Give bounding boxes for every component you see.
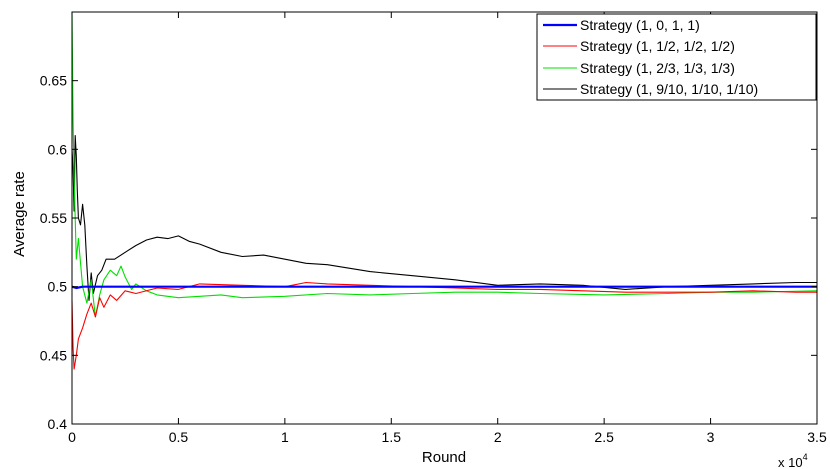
legend-entry: Strategy (1, 2/3, 1/3, 1/3) [543,60,735,76]
legend-entry: Strategy (1, 1/2, 1/2, 1/2) [543,38,735,54]
x-axis-multiplier: x 104 [778,452,808,469]
series-line [71,285,817,290]
x-tick-label: 0 [68,429,76,445]
y-tick-label: 0.6 [48,141,68,157]
legend-label: Strategy (1, 0, 1, 1) [580,17,700,33]
legend: Strategy (1, 0, 1, 1) Strategy (1, 1/2, … [536,13,817,101]
y-tick-label: 0.45 [40,347,67,363]
y-tick-label: 0.55 [40,210,67,226]
legend-entry: Strategy (1, 0, 1, 1) [543,17,700,33]
x-tick-label: 2 [494,429,502,445]
x-tick-label: 2.5 [594,429,614,445]
axis-ticks: 0 0.5 1 1.5 2 2.5 3 3.5 0.4 0.45 0.5 0.55 0.6 0.65 [40,12,827,445]
x-axis-label: Round [422,449,466,466]
x-tick-label: 3 [707,429,715,445]
legend-label: Strategy (1, 1/2, 1/2, 1/2) [580,38,735,54]
x-tick-label: 0.5 [169,429,189,445]
series-line [71,135,817,301]
x-tick-label: 3.5 [807,429,827,445]
legend-label: Strategy (1, 2/3, 1/3, 1/3) [580,60,735,76]
legend-box [536,13,817,101]
x-tick-label: 1.5 [382,429,402,445]
x-axis-multiplier-exponent: 4 [803,452,808,462]
legend-label: Strategy (1, 9/10, 1/10, 1/10) [580,81,758,97]
series-line [71,281,817,370]
y-tick-label: 0.65 [40,73,67,89]
y-tick-label: 0.4 [48,416,68,432]
plot-lines [71,11,818,370]
legend-entry: Strategy (1, 9/10, 1/10, 1/10) [543,81,758,97]
x-tick-label: 1 [281,429,289,445]
x-axis-multiplier-base: x 10 [778,455,803,469]
y-tick-label: 0.5 [48,279,68,295]
y-axis-label: Average rate [11,171,28,257]
